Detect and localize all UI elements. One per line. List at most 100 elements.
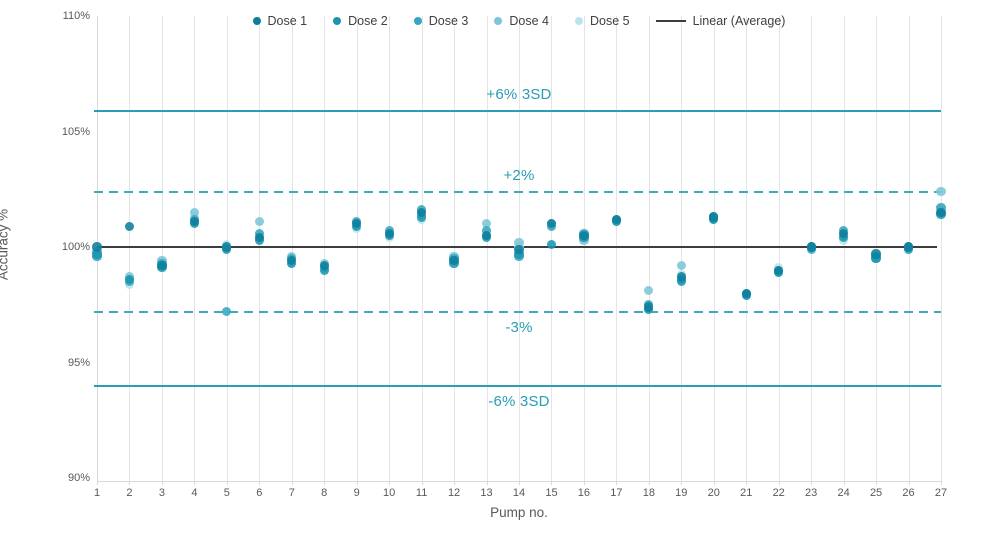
gridline-vertical: [843, 16, 845, 481]
chart-legend: Dose 1 Dose 2 Dose 3 Dose 4 Dose 5 Linea…: [97, 14, 941, 28]
x-axis-tick-label: 22: [772, 487, 785, 499]
x-axis-tick: [324, 481, 326, 485]
gridline-vertical: [356, 16, 358, 481]
data-point-dose-1: [254, 233, 264, 243]
x-axis-tick-label: 13: [480, 487, 493, 499]
x-axis-tick-label: 21: [740, 487, 753, 499]
x-axis-tick-label: 2: [126, 487, 133, 499]
legend-item-linear-average: Linear (Average): [655, 14, 785, 28]
x-axis-tick: [421, 481, 423, 485]
dose-3-marker-icon: [413, 17, 422, 25]
legend-item-dose-3: Dose 3: [413, 14, 468, 28]
legend-item-dose-2: Dose 2: [333, 14, 388, 28]
gridline-vertical: [648, 16, 650, 481]
data-point-dose-1: [903, 242, 914, 252]
data-point-dose-4: [514, 237, 524, 247]
data-point-dose-2: [417, 212, 427, 222]
x-axis-tick-label: 27: [934, 487, 948, 499]
y-axis-tick-label: 110%: [62, 10, 90, 22]
legend-item-dose-4: Dose 4: [494, 14, 549, 28]
legend-item-dose-1: Dose 1: [252, 14, 307, 28]
x-axis-tick: [259, 481, 261, 485]
x-axis-tick: [161, 481, 163, 485]
data-point-dose-1: [774, 265, 784, 275]
x-axis-tick-label: 24: [837, 487, 850, 499]
reference-line-solid: [94, 384, 941, 387]
gridline-vertical: [941, 16, 942, 481]
x-axis-tick: [97, 481, 98, 485]
x-axis-tick: [291, 481, 293, 485]
gridline-vertical: [681, 16, 683, 481]
gridline-vertical: [778, 16, 780, 481]
gridline-vertical: [129, 16, 131, 481]
data-point-dose-2: [92, 249, 102, 259]
x-axis-tick-label: 7: [288, 487, 295, 499]
gridline-vertical: [194, 16, 196, 481]
dose-1-marker-icon: [252, 17, 261, 25]
x-axis-tick: [389, 481, 391, 485]
y-axis-title: Accuracy %: [0, 209, 11, 281]
data-point-dose-2: [319, 265, 329, 275]
y-axis-tick-label: 90%: [67, 472, 90, 484]
x-axis-tick-label: 8: [321, 487, 328, 499]
data-point-dose-1: [157, 260, 167, 271]
x-axis-tick-label: 12: [447, 487, 461, 499]
gridline-vertical: [161, 16, 163, 481]
data-point-dose-2: [124, 274, 135, 284]
x-axis-tick-label: 11: [415, 487, 428, 499]
data-point-dose-1: [839, 228, 849, 238]
dose-2-marker-icon: [333, 17, 342, 25]
gridline-vertical: [389, 16, 391, 481]
x-axis-tick: [778, 481, 780, 485]
reference-line-solid: [94, 109, 941, 112]
x-axis-tick-label: 15: [545, 487, 558, 499]
data-point-dose-1: [417, 207, 427, 217]
x-axis-tick-label: 5: [223, 487, 230, 499]
reference-line-dashed: [94, 310, 941, 314]
reference-line-label: +2%: [503, 166, 535, 184]
x-axis-tick: [746, 481, 748, 485]
data-point-dose-4: [644, 286, 654, 296]
x-axis-line: [97, 481, 941, 482]
gridline-vertical: [259, 16, 261, 481]
x-axis-tick-label: 23: [805, 487, 818, 499]
dose-5-marker-icon: [574, 17, 583, 25]
x-axis-tick: [226, 481, 228, 485]
data-point-dose-3: [254, 228, 264, 238]
data-point-dose-1: [287, 256, 297, 266]
data-point-dose-1: [871, 249, 881, 259]
gridline-vertical: [876, 16, 878, 481]
y-axis-tick-label: 105%: [61, 125, 90, 138]
x-axis-tick: [941, 481, 942, 485]
y-axis-tick-label: 100%: [61, 241, 90, 253]
data-point-dose-1: [352, 219, 362, 229]
x-axis-tick: [648, 481, 650, 485]
data-point-dose-1: [319, 260, 329, 271]
legend-label: Dose 4: [509, 14, 549, 28]
data-point-dose-3: [222, 307, 232, 317]
data-point-dose-4: [936, 186, 946, 197]
data-point-dose-1: [189, 216, 199, 227]
gridline-vertical: [616, 16, 618, 481]
x-axis-tick-label: 4: [191, 487, 198, 499]
x-axis-tick-label: 10: [383, 487, 396, 499]
gridline-vertical: [746, 16, 748, 481]
x-axis-tick: [616, 481, 618, 485]
data-point-dose-2: [676, 277, 686, 287]
data-point-dose-3: [481, 226, 492, 236]
y-axis-tick-label: 95%: [67, 356, 90, 369]
data-point-dose-1: [124, 221, 135, 231]
data-point-dose-1: [481, 230, 492, 241]
x-axis-tick: [713, 481, 715, 485]
data-point-dose-1: [936, 207, 946, 217]
x-axis-tick: [908, 481, 910, 485]
gridline-vertical: [454, 16, 456, 481]
data-point-dose-2: [546, 240, 557, 250]
dose-4-marker-icon: [494, 17, 503, 25]
reference-line-dashed: [94, 190, 941, 194]
x-axis-tick: [583, 481, 585, 485]
data-point-dose-1: [449, 256, 459, 266]
x-axis-tick-label: 1: [93, 487, 101, 499]
x-axis-tick-label: 19: [675, 487, 688, 499]
